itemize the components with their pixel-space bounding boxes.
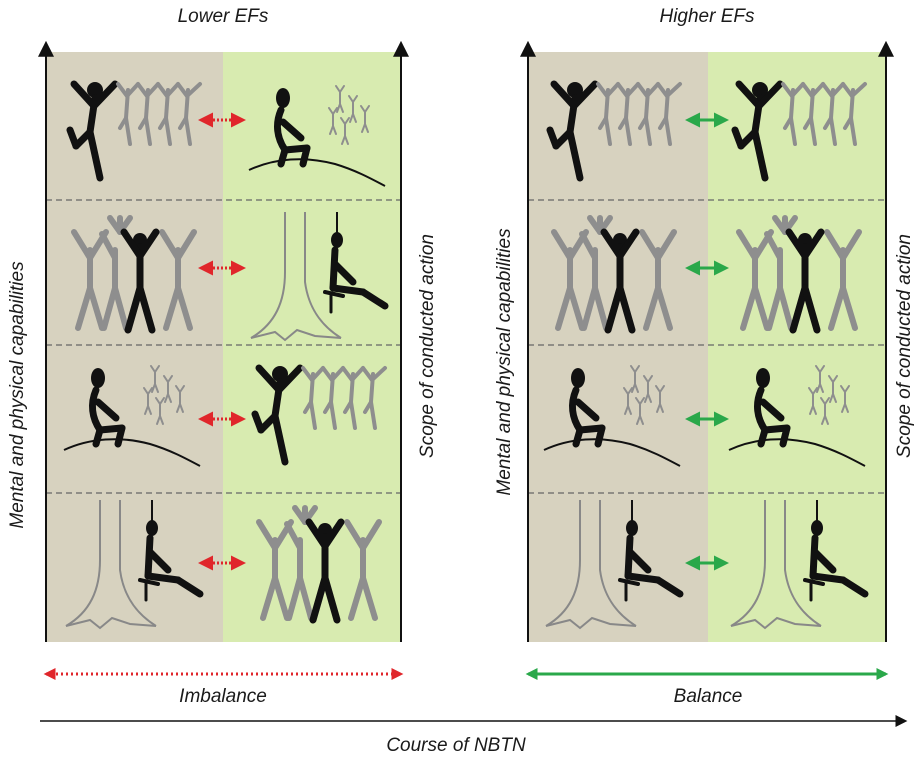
right-panel: [520, 40, 894, 680]
right-panel-right-axis-label: Scope of conducted action: [894, 234, 915, 458]
imbalance-label: Imbalance: [179, 686, 267, 707]
balance-label: Balance: [673, 686, 743, 707]
left-panel-right-axis-label: Scope of conducted action: [417, 234, 438, 458]
left-panel-title: Lower EFs: [177, 6, 269, 27]
left-panel-green-region: [223, 52, 401, 642]
left-panel-beige-region: [46, 52, 223, 642]
right-panel-title: Higher EFs: [659, 6, 755, 27]
right-panel-balance-arrows: [685, 112, 729, 571]
left-panel-imbalance-arrows: [198, 112, 246, 571]
left-panel-row-dividers: [46, 199, 401, 494]
right-panel-green-region: [708, 52, 886, 642]
right-panel-beige-region: [528, 52, 708, 642]
course-of-nbtn-label: Course of NBTN: [386, 735, 526, 756]
left-panel: [38, 40, 409, 680]
right-panel-left-axis-label: Mental and physical capabilities: [494, 228, 515, 496]
left-panel-left-axis-label: Mental and physical capabilities: [7, 261, 28, 529]
